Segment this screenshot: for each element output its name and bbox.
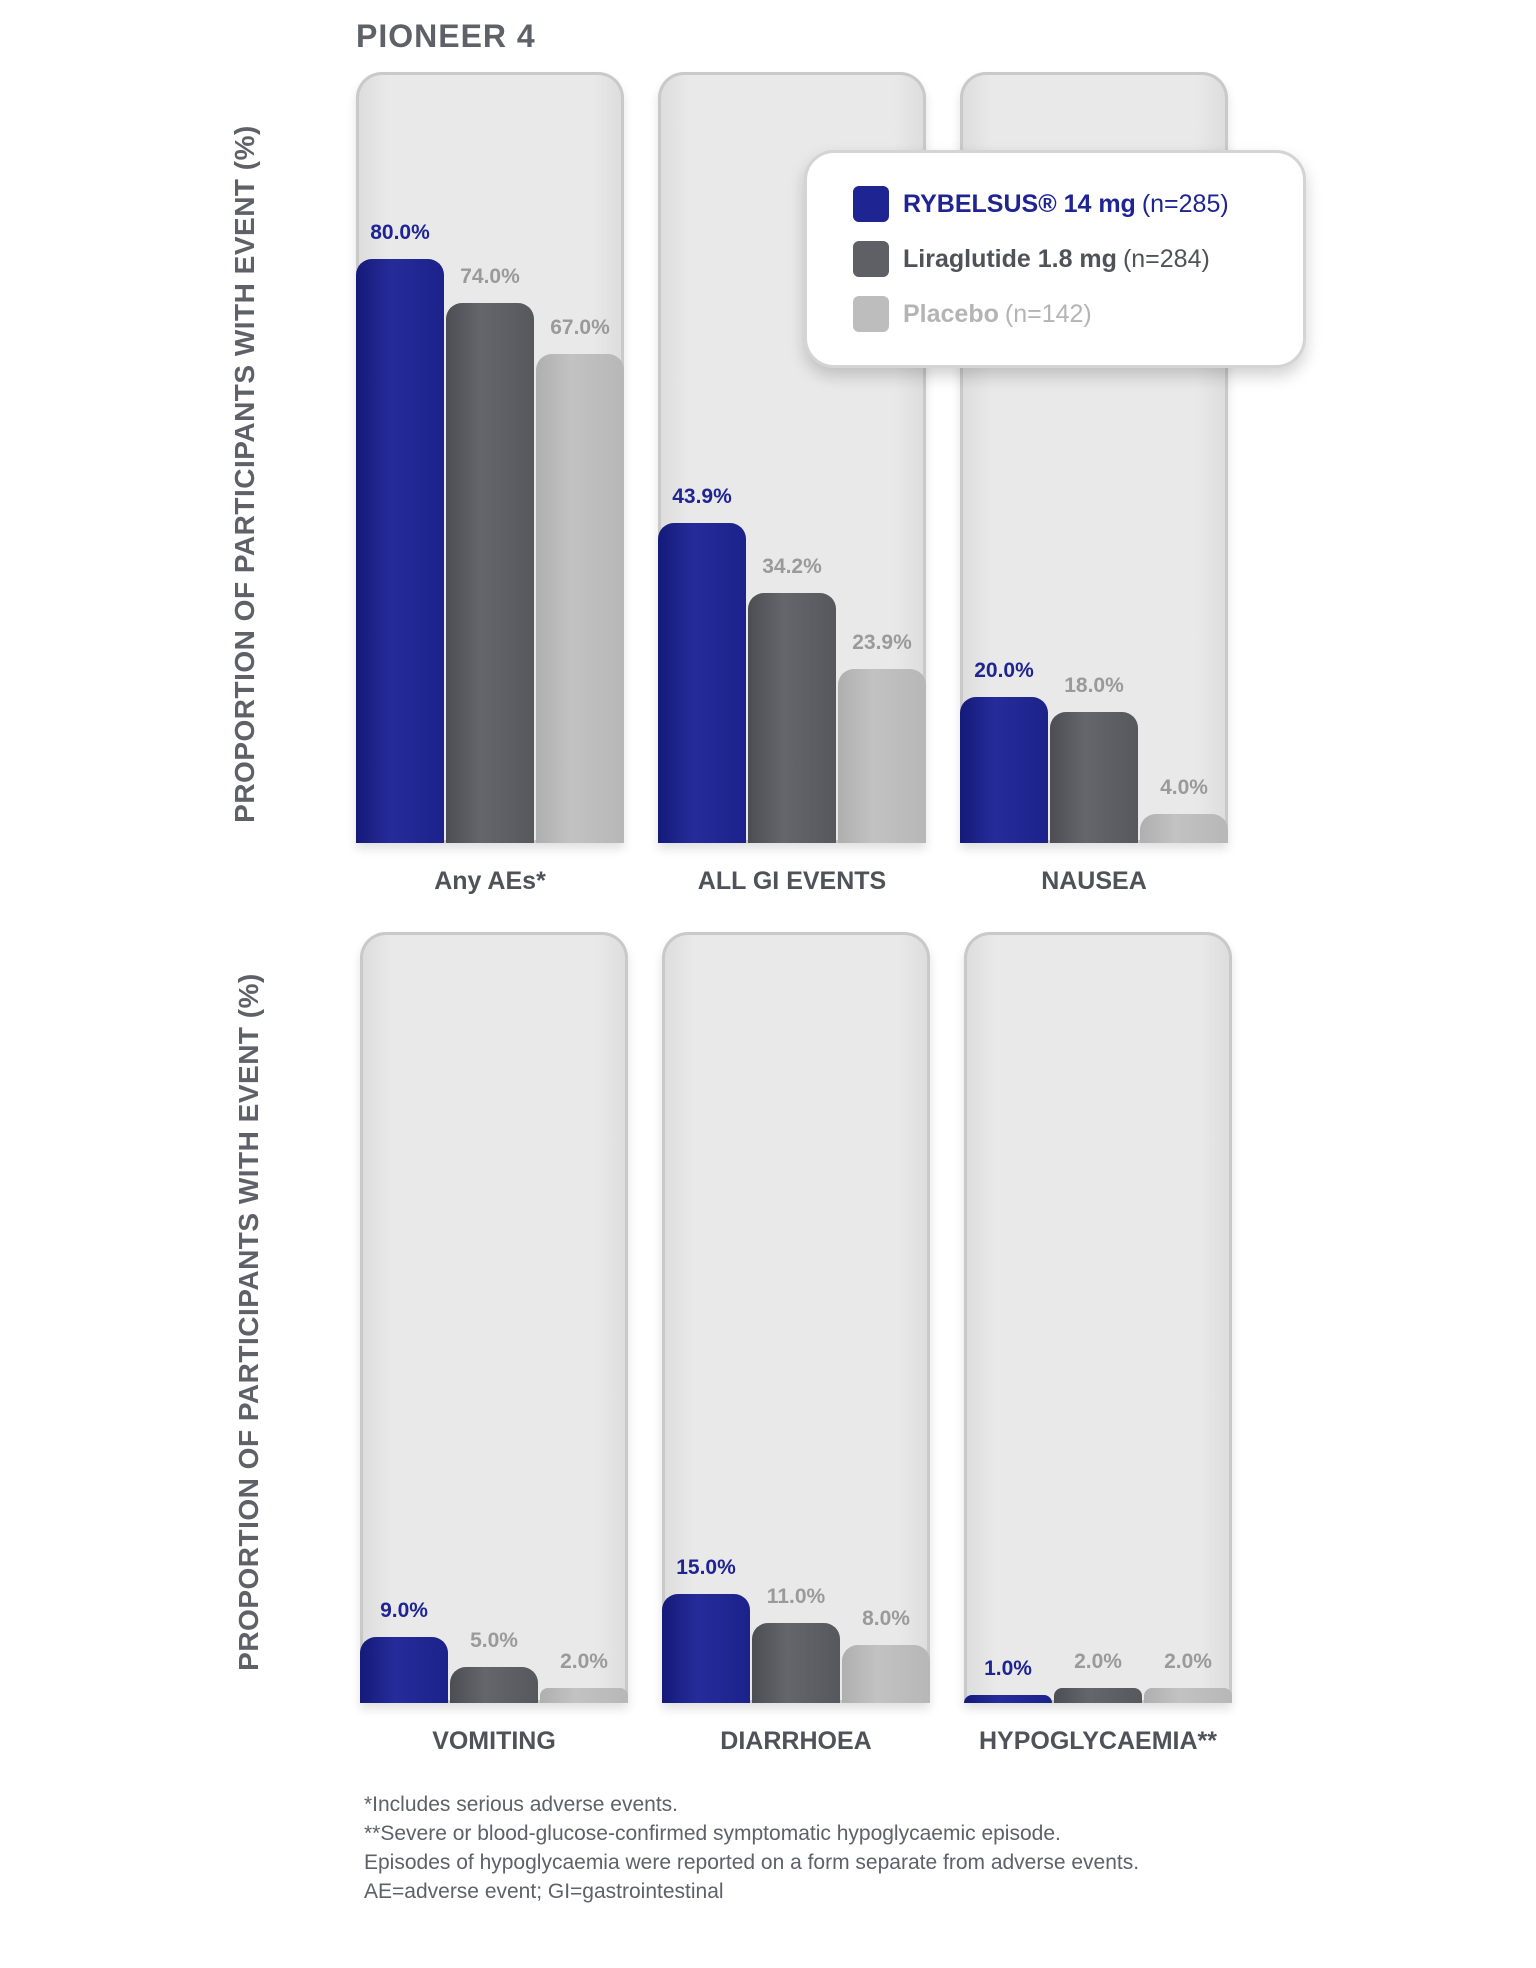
value-label-nausea-series-1: 18.0% <box>1064 673 1124 697</box>
footnote-hypoglycaemia-definition: **Severe or blood-glucose-confirmed symp… <box>364 1822 1061 1845</box>
value-label-all-gi-events-series-1: 34.2% <box>762 555 822 579</box>
bar-hypoglycaemia-series-2 <box>1144 1688 1232 1703</box>
bar-vomiting-series-2 <box>540 1688 628 1703</box>
value-label-all-gi-events-series-0: 43.9% <box>672 484 732 508</box>
legend-swatch-rybelsus <box>853 186 889 222</box>
category-label-all-gi-events: ALL GI EVENTS <box>697 867 887 895</box>
value-label-hypoglycaemia-series-1: 2.0% <box>1074 1650 1122 1674</box>
bar-diarrhoea-series-1 <box>752 1622 840 1703</box>
panel-diarrhoea <box>662 932 930 1703</box>
legend-item-liraglutide: Liraglutide 1.8 mg (n=284) <box>853 241 1210 277</box>
legend-swatch-liraglutide <box>853 241 889 277</box>
footnotes: *Includes serious adverse events. **Seve… <box>364 1790 1139 1906</box>
value-label-diarrhoea-series-2: 8.0% <box>862 1606 910 1630</box>
value-label-any-aes-series-1: 74.0% <box>460 264 520 288</box>
legend-name-placebo: Placebo <box>903 299 999 328</box>
bar-any-aes-series-1 <box>446 302 534 843</box>
legend-n-placebo: (n=142) <box>1004 299 1092 328</box>
category-label-diarrhoea: DIARRHOEA <box>720 1727 872 1755</box>
bar-nausea-series-1 <box>1050 711 1138 843</box>
value-label-all-gi-events-series-2: 23.9% <box>852 630 912 654</box>
legend-n-rybelsus: (n=285) <box>1141 189 1229 218</box>
category-label-hypoglycaemia: HYPOGLYCAEMIA** <box>978 1727 1217 1755</box>
legend-item-placebo: Placebo (n=142) <box>853 296 1092 332</box>
value-label-any-aes-series-0: 80.0% <box>370 221 430 244</box>
legend: RYBELSUS® 14 mg (n=285) Liraglutide 1.8 … <box>804 150 1306 368</box>
value-label-diarrhoea-series-0: 15.0% <box>676 1555 736 1579</box>
bar-vomiting-series-1 <box>450 1666 538 1703</box>
footnote-abbreviations: AE=adverse event; GI=gastrointestinal <box>364 1880 724 1903</box>
value-label-nausea-series-0: 20.0% <box>974 659 1034 682</box>
bar-hypoglycaemia-series-0 <box>964 1695 1052 1703</box>
value-label-vomiting-series-1: 5.0% <box>470 1628 518 1652</box>
bar-nausea-series-0 <box>960 697 1048 843</box>
panel-vomiting <box>360 932 628 1703</box>
bar-nausea-series-2 <box>1140 813 1228 843</box>
bar-all-gi-events-series-0 <box>658 522 746 843</box>
bar-hypoglycaemia-series-1 <box>1054 1688 1142 1703</box>
bar-any-aes-series-0 <box>356 259 444 843</box>
category-label-any-aes: Any AEs* <box>434 867 546 895</box>
value-label-hypoglycaemia-series-0: 1.0% <box>984 1657 1032 1680</box>
bar-vomiting-series-0 <box>360 1637 448 1703</box>
value-label-diarrhoea-series-1: 11.0% <box>766 1584 826 1608</box>
category-label-vomiting: VOMITING <box>432 1727 556 1755</box>
y-axis-label-bottom: PROPORTION OF PARTICIPANTS WITH EVENT (%… <box>233 973 264 1671</box>
value-label-any-aes-series-2: 67.0% <box>550 315 610 339</box>
panel-hypoglycaemia <box>964 932 1232 1703</box>
bar-diarrhoea-series-2 <box>842 1644 930 1703</box>
bar-any-aes-series-2 <box>536 353 624 843</box>
bar-all-gi-events-series-1 <box>748 593 836 843</box>
category-label-nausea: NAUSEA <box>1041 867 1147 895</box>
bar-diarrhoea-series-0 <box>662 1593 750 1703</box>
legend-n-liraglutide: (n=284) <box>1122 244 1210 273</box>
legend-item-rybelsus: RYBELSUS® 14 mg (n=285) <box>853 186 1229 222</box>
footnote-hypoglycaemia-form: Episodes of hypoglycaemia were reported … <box>364 1851 1140 1874</box>
value-label-nausea-series-2: 4.0% <box>1160 775 1208 799</box>
legend-swatch-placebo <box>853 296 889 332</box>
legend-name-liraglutide: Liraglutide 1.8 mg <box>903 244 1117 273</box>
y-axis-label-top: PROPORTION OF PARTICIPANTS WITH EVENT (%… <box>229 125 260 823</box>
value-label-vomiting-series-2: 2.0% <box>560 1650 608 1674</box>
chart-title: PIONEER 4 <box>356 18 536 54</box>
value-label-hypoglycaemia-series-2: 2.0% <box>1164 1650 1212 1674</box>
value-label-vomiting-series-0: 9.0% <box>380 1599 428 1623</box>
legend-name-rybelsus: RYBELSUS® 14 mg <box>903 189 1136 218</box>
bar-all-gi-events-series-2 <box>838 668 926 843</box>
footnote-serious-ae: *Includes serious adverse events. <box>364 1793 679 1816</box>
